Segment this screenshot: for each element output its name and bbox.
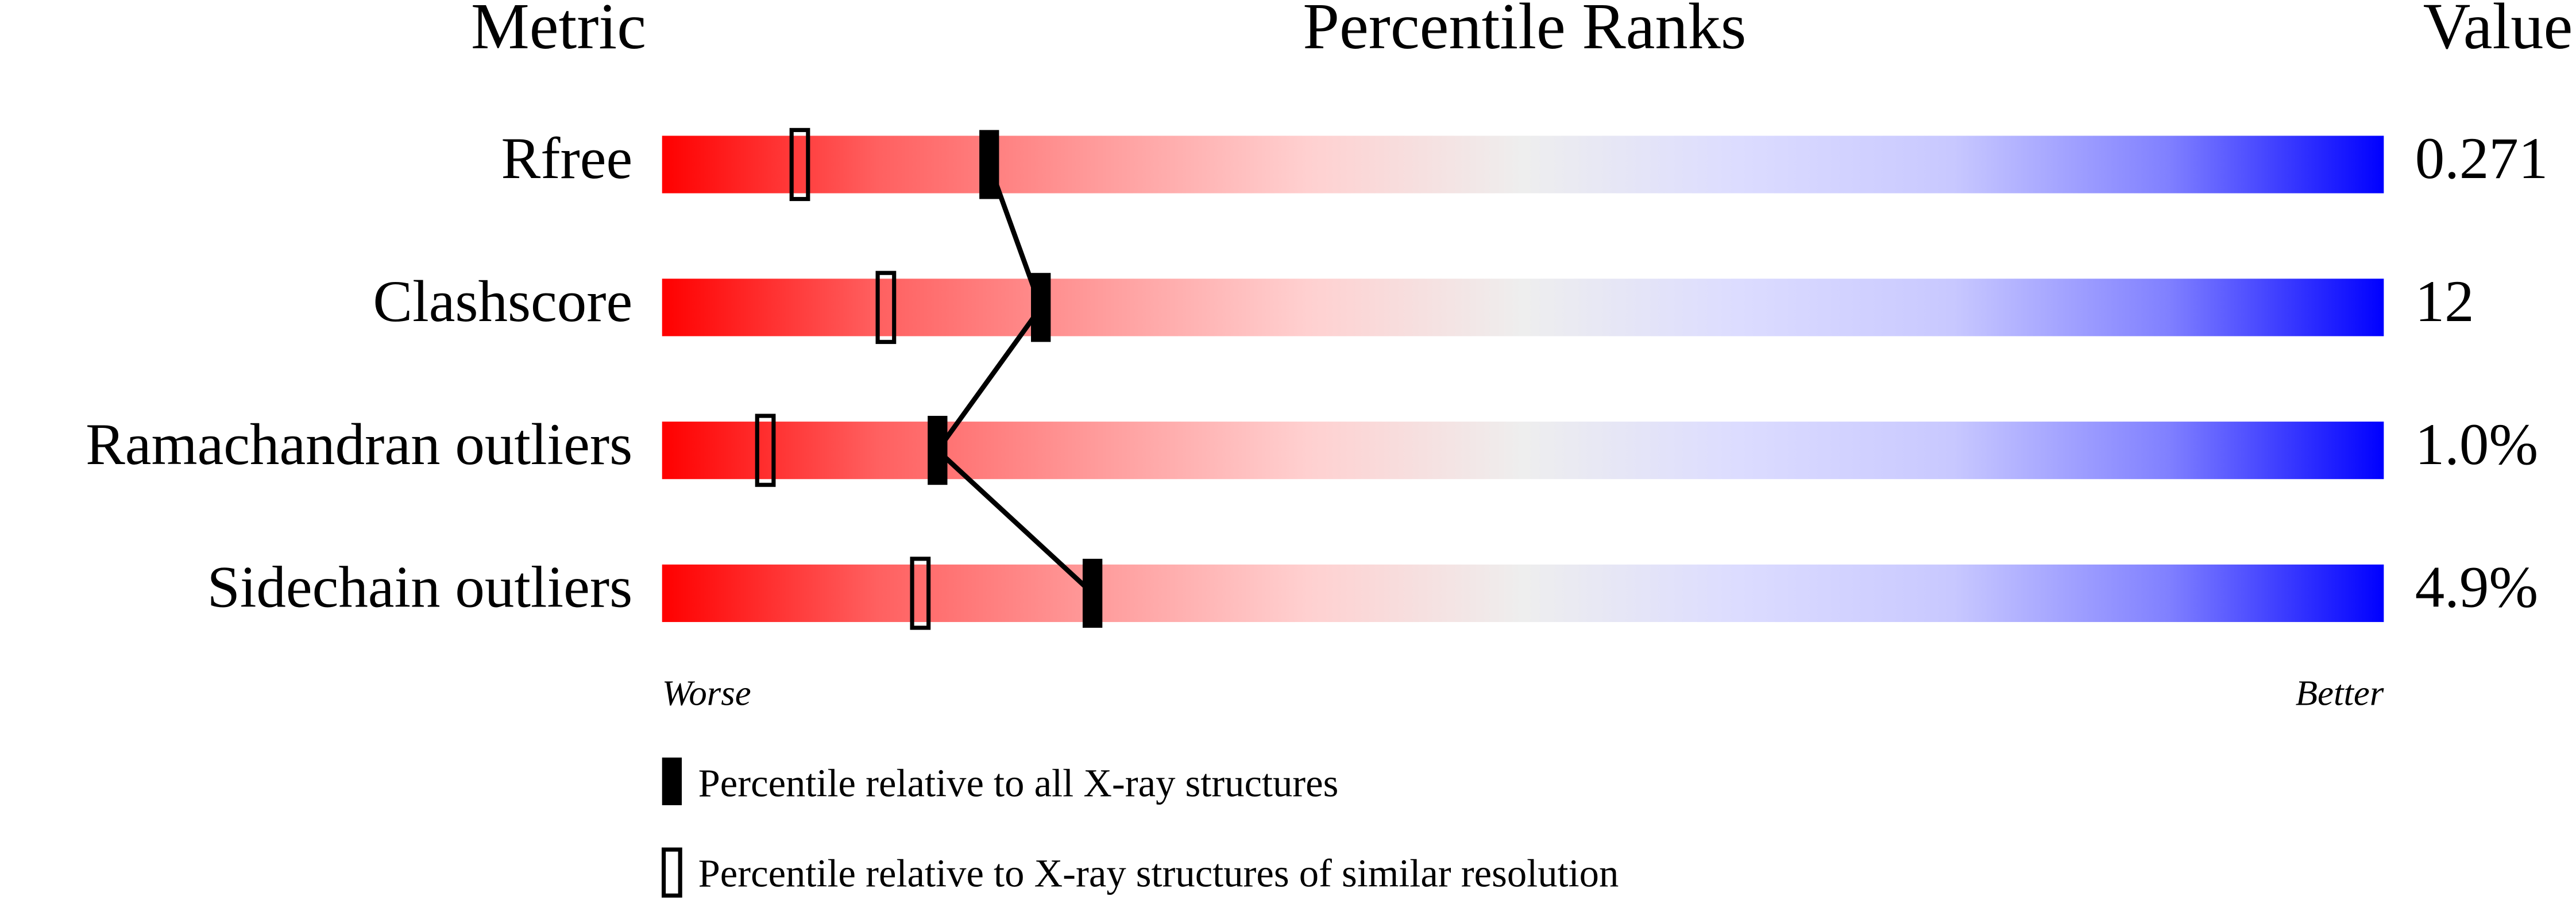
- legend-label: Percentile relative to all X-ray structu…: [698, 761, 1339, 805]
- connector-line: [934, 163, 1095, 596]
- percentile-marker-open: [789, 128, 810, 202]
- percentile-marker-open: [910, 557, 931, 630]
- metric-label: Ramachandran outliers: [86, 412, 632, 477]
- axis-end-label: Better: [2296, 673, 2384, 713]
- percentile-marker: [928, 416, 948, 485]
- legend-swatch: [662, 758, 682, 805]
- percentile-bar: [662, 279, 2384, 337]
- percentile-marker: [1082, 558, 1103, 628]
- percentile-bar: [662, 564, 2384, 623]
- metric-value: 1.0%: [2415, 412, 2539, 477]
- legend-swatch: [661, 847, 682, 898]
- metric-value: 0.271: [2415, 126, 2548, 191]
- metric-value: 4.9%: [2415, 555, 2539, 620]
- percentile-marker-open: [875, 271, 897, 344]
- axis-end-label: Worse: [662, 673, 751, 713]
- column-header: Percentile Ranks: [1303, 0, 1746, 63]
- percentile-bar: [662, 422, 2384, 480]
- metric-label: Clashscore: [373, 269, 632, 334]
- metric-label: Rfree: [501, 126, 633, 191]
- metric-label: Sidechain outliers: [207, 555, 633, 620]
- percentile-marker-open: [755, 414, 776, 487]
- percentile-marker: [979, 130, 999, 199]
- column-header: Metric: [471, 0, 646, 63]
- metric-value: 12: [2415, 269, 2474, 334]
- percentile-marker: [1031, 273, 1051, 342]
- legend-label: Percentile relative to X-ray structures …: [698, 852, 1619, 895]
- column-header: Value: [2423, 0, 2573, 63]
- percentile-bar: [662, 136, 2384, 194]
